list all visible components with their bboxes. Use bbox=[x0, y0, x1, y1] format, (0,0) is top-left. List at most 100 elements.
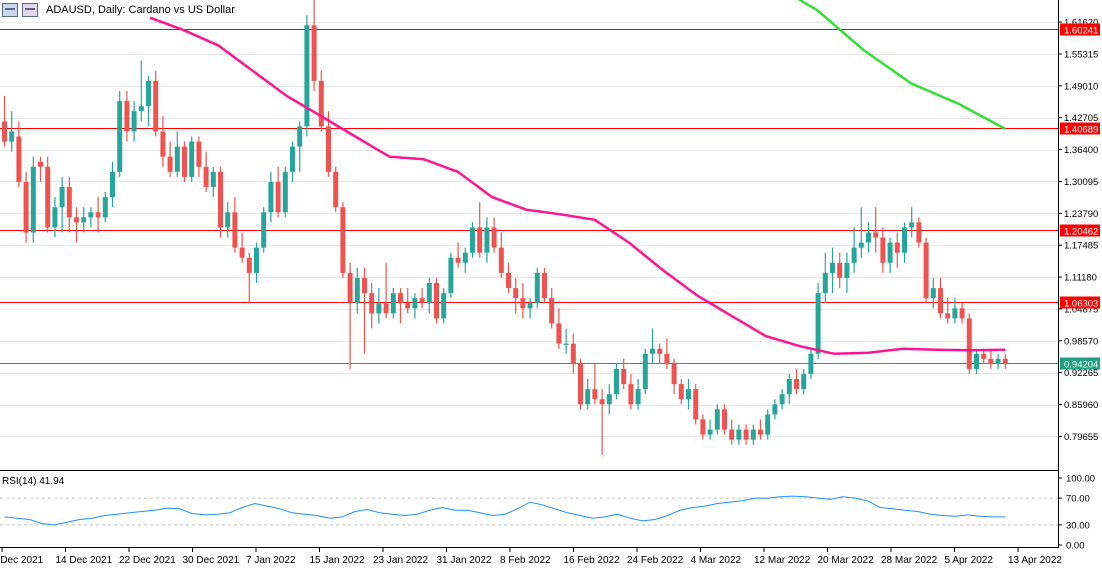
candle-body bbox=[714, 409, 720, 430]
candle-body bbox=[326, 126, 331, 172]
candle bbox=[52, 197, 58, 238]
candle bbox=[405, 288, 411, 314]
candle bbox=[758, 419, 763, 440]
candle-body bbox=[743, 429, 749, 440]
candle bbox=[707, 419, 713, 440]
candle-body bbox=[527, 303, 533, 309]
candle-body bbox=[974, 353, 979, 369]
ma-fast-line bbox=[149, 16, 1006, 356]
price-tick-label: 1.17485 bbox=[1064, 241, 1098, 252]
candle-body bbox=[988, 358, 994, 364]
candle-body bbox=[570, 343, 576, 364]
candle-body bbox=[239, 247, 245, 258]
candle bbox=[794, 368, 799, 395]
candle bbox=[974, 348, 979, 374]
candle-body bbox=[354, 277, 360, 304]
candle bbox=[556, 308, 562, 349]
candle-body bbox=[614, 368, 619, 395]
time-tick-label: 24 Feb 2022 bbox=[627, 555, 684, 566]
candle-body bbox=[498, 247, 504, 273]
candle bbox=[988, 348, 994, 369]
candle bbox=[290, 141, 295, 182]
candle bbox=[225, 202, 231, 238]
candle-body bbox=[210, 171, 216, 187]
candle-body bbox=[333, 171, 339, 208]
candle-body bbox=[794, 379, 799, 390]
candle bbox=[218, 166, 223, 238]
candle bbox=[390, 288, 396, 319]
candle-body bbox=[664, 353, 670, 364]
candle bbox=[952, 298, 958, 324]
candle bbox=[729, 419, 735, 445]
horizontal-levels[interactable] bbox=[0, 29, 1058, 364]
rsi-panel[interactable]: 100.00 70.00 30.00 0.00 bbox=[0, 474, 1095, 552]
candle bbox=[340, 202, 346, 278]
candle-body bbox=[174, 146, 180, 172]
time-axis[interactable]: 6 Dec 2021 14 Dec 2021 22 Dec 2021 30 Dec 2… bbox=[0, 548, 1062, 566]
symbol-properties-icon[interactable] bbox=[22, 3, 38, 17]
candle bbox=[318, 70, 324, 132]
candle bbox=[534, 267, 540, 309]
candle-body bbox=[38, 161, 43, 167]
price-tick-label: 1.49010 bbox=[1064, 81, 1098, 92]
candle bbox=[239, 232, 245, 263]
candle-body bbox=[578, 363, 583, 405]
candle bbox=[844, 252, 850, 294]
candle bbox=[326, 111, 331, 177]
candle bbox=[38, 156, 43, 182]
candle bbox=[376, 288, 382, 324]
candle bbox=[887, 237, 893, 273]
candle-body bbox=[81, 217, 87, 223]
candle bbox=[520, 283, 526, 319]
candle bbox=[930, 277, 936, 309]
candle-body bbox=[470, 227, 475, 253]
candle bbox=[167, 141, 173, 177]
candle bbox=[30, 156, 36, 243]
level-line-1-label: 1.60241 bbox=[1064, 26, 1098, 37]
candle bbox=[693, 384, 699, 425]
candle-body bbox=[412, 298, 418, 309]
candle bbox=[2, 96, 7, 147]
candle-body bbox=[837, 262, 843, 278]
candle-body bbox=[376, 303, 382, 314]
candle bbox=[146, 75, 151, 127]
candle bbox=[880, 227, 886, 273]
time-tick-label: 15 Jan 2022 bbox=[310, 555, 365, 566]
candle-body bbox=[383, 303, 389, 314]
candle-body bbox=[534, 272, 540, 304]
candle-body bbox=[117, 101, 123, 172]
candle-body bbox=[506, 272, 511, 289]
candle bbox=[124, 90, 130, 142]
candle-body bbox=[88, 212, 94, 218]
candle-body bbox=[880, 237, 886, 263]
candle bbox=[664, 338, 670, 369]
time-tick-label: 20 Mar 2022 bbox=[818, 555, 875, 566]
level-line-4-tag bbox=[1060, 296, 1100, 309]
candle-body bbox=[513, 288, 519, 299]
candle bbox=[621, 358, 627, 390]
bid-line-label: 0.94204 bbox=[1064, 360, 1098, 371]
candle bbox=[282, 166, 288, 218]
candle bbox=[412, 293, 418, 319]
candle bbox=[426, 277, 432, 314]
time-tick-label: 14 Dec 2021 bbox=[56, 555, 113, 566]
candle-body bbox=[844, 262, 850, 278]
candle-body bbox=[858, 242, 864, 248]
candle bbox=[491, 217, 497, 253]
candle-body bbox=[448, 257, 454, 294]
price-scale[interactable]: 1.61620 1.55315 1.49010 1.42705 1.36400 1.300… bbox=[1058, 18, 1098, 443]
candle bbox=[765, 409, 771, 440]
rsi-line bbox=[4, 495, 1006, 526]
chart-window-icon[interactable] bbox=[2, 3, 18, 17]
candle bbox=[628, 373, 634, 410]
level-line-2-tag bbox=[1060, 122, 1100, 135]
candle-body bbox=[542, 272, 547, 299]
candle bbox=[549, 288, 555, 329]
candle-body bbox=[815, 293, 821, 354]
candle bbox=[801, 368, 807, 395]
time-tick-label: 28 Mar 2022 bbox=[881, 555, 938, 566]
candle bbox=[477, 202, 483, 258]
candle bbox=[614, 363, 619, 400]
